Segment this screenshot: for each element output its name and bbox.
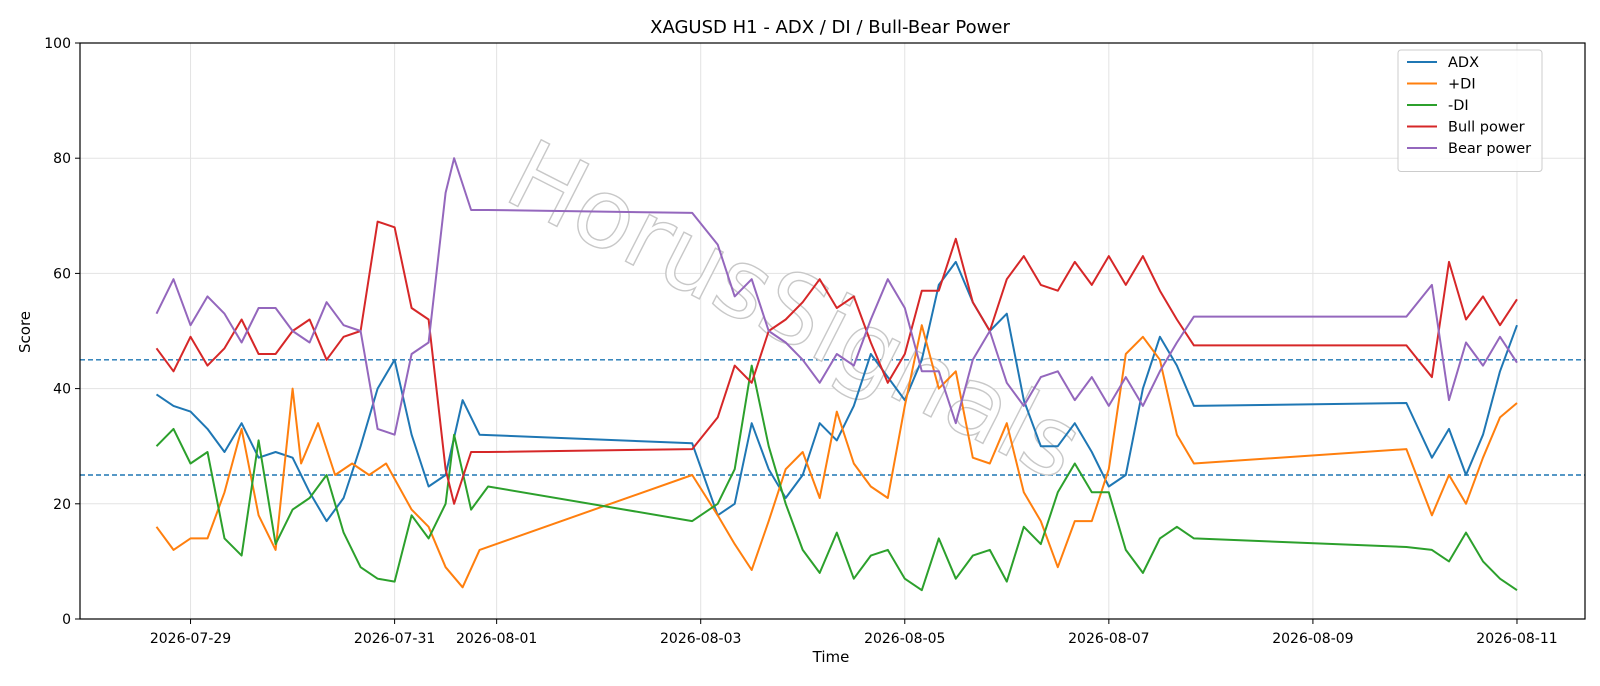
x-tick-label: 2026-08-11 [1476, 631, 1557, 647]
series-line-adx [155, 260, 1518, 523]
x-tick-label: 2026-07-31 [354, 631, 435, 647]
x-tick-label: 2026-08-01 [456, 631, 537, 647]
legend-label: Bear power [1448, 141, 1531, 157]
series-group [155, 157, 1518, 592]
legend-box [1397, 49, 1543, 172]
x-tick-label: 2026-08-03 [660, 631, 741, 647]
x-axis-label: Time [812, 648, 850, 666]
y-tick-label: 40 [53, 382, 71, 398]
plot-frame [79, 42, 1586, 620]
legend-label: Bull power [1448, 120, 1525, 136]
y-tick-label: 100 [44, 36, 71, 52]
x-tick-label: 2026-08-09 [1272, 631, 1353, 647]
y-tick-label: 0 [62, 612, 71, 628]
y-tick-label: 20 [53, 497, 71, 513]
legend-label: ADX [1448, 55, 1479, 71]
x-tick-label: 2026-07-29 [150, 631, 231, 647]
series-line-bear-power [155, 157, 1518, 436]
legend: ADX +DI -DI Bull power Bear power [1397, 49, 1543, 172]
series-line-di [155, 364, 1518, 592]
y-tick-label: 60 [53, 266, 71, 282]
series-line-bull-power [155, 220, 1518, 505]
x-tick-label: 2026-08-05 [864, 631, 945, 647]
x-axis: 2026-07-29 2026-07-31 2026-08-01 2026-08-03… [150, 619, 1558, 647]
chart-title: XAGUSD H1 - ADX / DI / Bull-Bear Power [650, 17, 1010, 38]
x-tick-label: 2026-08-07 [1068, 631, 1149, 647]
series-line-di [155, 324, 1518, 589]
legend-label: +DI [1448, 77, 1476, 93]
y-axis: 0 20 40 60 80 100 [44, 36, 80, 628]
y-axis-label: Score [16, 311, 34, 353]
y-tick-label: 80 [53, 151, 71, 167]
legend-label: -DI [1448, 98, 1469, 114]
